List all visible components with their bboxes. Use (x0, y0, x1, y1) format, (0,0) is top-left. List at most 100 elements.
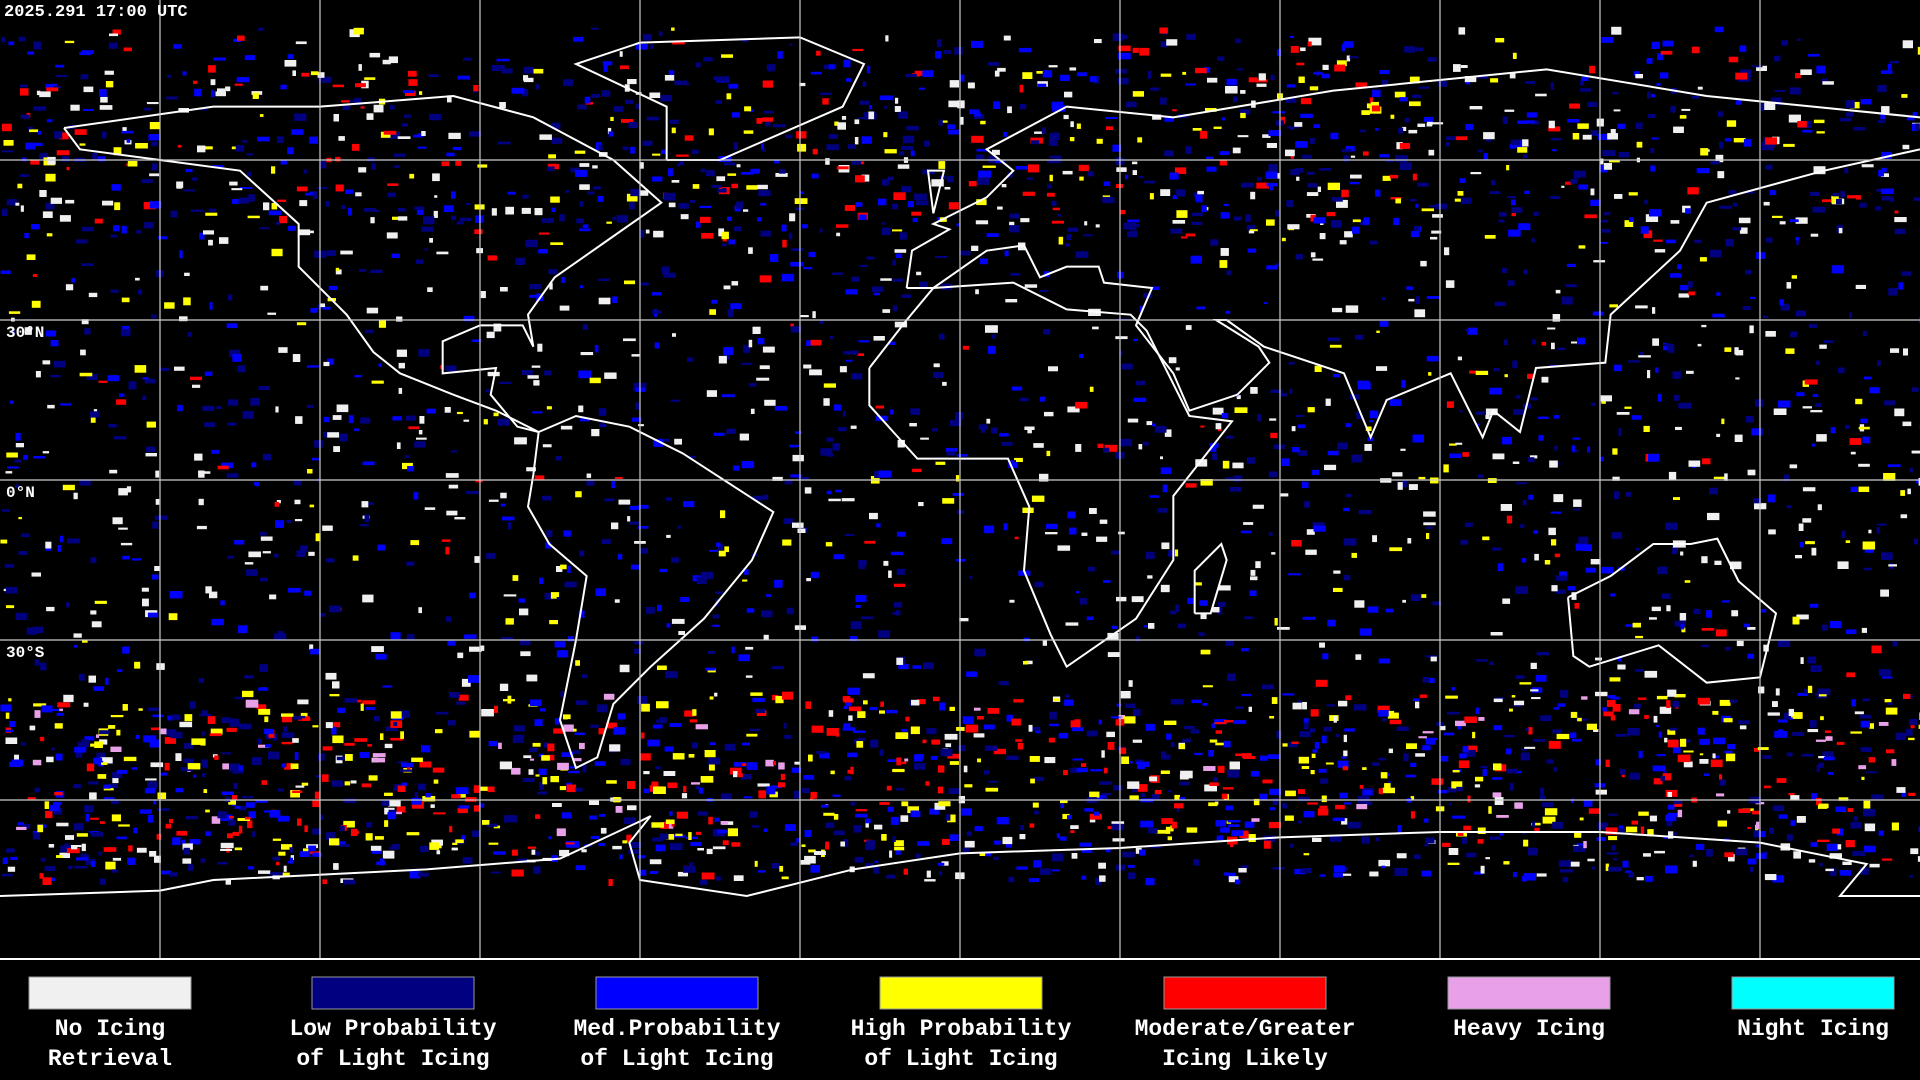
icing-cell (81, 263, 93, 266)
icing-cell (1744, 623, 1750, 628)
icing-cell (1298, 76, 1305, 83)
icing-cell (1582, 544, 1592, 552)
icing-cell (835, 732, 840, 737)
icing-cell (308, 551, 315, 556)
icing-cell (1301, 154, 1312, 159)
icing-cell (1573, 845, 1586, 852)
icing-cell (55, 74, 68, 78)
icing-cell (901, 186, 911, 193)
icing-cell (1524, 746, 1536, 749)
icing-cell (1287, 573, 1301, 576)
icing-cell (976, 148, 990, 152)
icing-cell (79, 52, 91, 56)
icing-cell (753, 171, 759, 174)
icing-cell (310, 648, 321, 655)
icing-cell (309, 136, 318, 144)
icing-cell (359, 752, 370, 758)
icing-cell (1195, 194, 1203, 202)
icing-cell (1364, 444, 1372, 451)
icing-cell (1117, 77, 1129, 85)
icing-cell (396, 806, 406, 813)
icing-cell (1166, 39, 1178, 46)
icing-cell (1578, 184, 1589, 190)
icing-cell (1337, 442, 1348, 450)
icing-cell (1465, 328, 1469, 332)
icing-cell (1799, 542, 1804, 548)
icing-cell (1306, 192, 1319, 196)
icing-cell (1049, 711, 1057, 720)
icing-cell (1225, 639, 1235, 646)
icing-cell (892, 612, 901, 615)
icing-cell (1747, 826, 1752, 829)
icing-cell (650, 44, 654, 49)
icing-cell (40, 736, 45, 742)
icing-cell (354, 738, 367, 742)
icing-cell (876, 523, 881, 528)
icing-cell (904, 758, 909, 762)
icing-cell (1553, 494, 1564, 503)
icing-cell (98, 156, 106, 162)
icing-cell (655, 766, 661, 770)
icing-cell (94, 600, 107, 604)
icing-cell (1550, 137, 1562, 141)
icing-cell (271, 203, 278, 210)
icing-cell (1692, 465, 1697, 468)
icing-cell (187, 331, 192, 337)
icing-cell (458, 805, 469, 809)
icing-cell (1217, 601, 1227, 607)
icing-cell (773, 124, 786, 128)
icing-cell (1735, 100, 1742, 105)
icing-cell (1592, 311, 1604, 316)
icing-cell (1186, 33, 1196, 40)
icing-cell (250, 397, 260, 406)
icing-cell (1145, 877, 1155, 886)
icing-cell (145, 778, 157, 781)
icing-cell (853, 730, 865, 733)
icing-cell (286, 763, 293, 768)
icing-cell (209, 302, 213, 310)
icing-cell (851, 160, 861, 165)
icing-cell (1467, 327, 1478, 335)
icing-cell (251, 757, 262, 765)
icing-cell (1911, 450, 1920, 454)
icing-cell (371, 380, 384, 384)
icing-cell (1451, 687, 1455, 691)
icing-cell (701, 233, 714, 239)
icing-cell (886, 785, 892, 791)
icing-cell (237, 35, 245, 41)
icing-cell (2, 857, 8, 864)
icing-cell (672, 333, 676, 337)
icing-cell (797, 528, 806, 533)
icing-cell (480, 291, 486, 299)
icing-cell (1190, 255, 1202, 264)
icing-cell (1111, 823, 1124, 831)
icing-cell (451, 847, 458, 851)
icing-cell (959, 116, 964, 125)
icing-cell (1394, 867, 1408, 876)
icing-cell (157, 792, 167, 799)
icing-cell (1539, 795, 1546, 801)
icing-cell (304, 590, 312, 596)
icing-cell (1898, 282, 1904, 290)
icing-cell (695, 724, 708, 730)
icing-cell (1491, 777, 1503, 780)
icing-cell (551, 207, 556, 212)
icing-cell (771, 400, 776, 404)
icing-cell (166, 96, 178, 100)
icing-cell (722, 187, 727, 193)
icing-cell (598, 144, 603, 151)
icing-cell (401, 123, 408, 127)
icing-cell (1312, 258, 1324, 261)
icing-cell (1380, 772, 1388, 779)
icing-cell (1818, 694, 1827, 697)
latitude-labels: 30°N0°N30°S (6, 324, 45, 662)
icing-cell (1052, 207, 1060, 211)
icing-cell (1431, 778, 1444, 785)
icing-cell (1272, 798, 1279, 805)
icing-cell (843, 698, 854, 703)
icing-cell (1067, 406, 1080, 413)
icing-cell (1551, 585, 1558, 592)
icing-cell (1105, 848, 1111, 853)
icing-cell (1800, 657, 1804, 664)
icing-cell (656, 719, 666, 723)
